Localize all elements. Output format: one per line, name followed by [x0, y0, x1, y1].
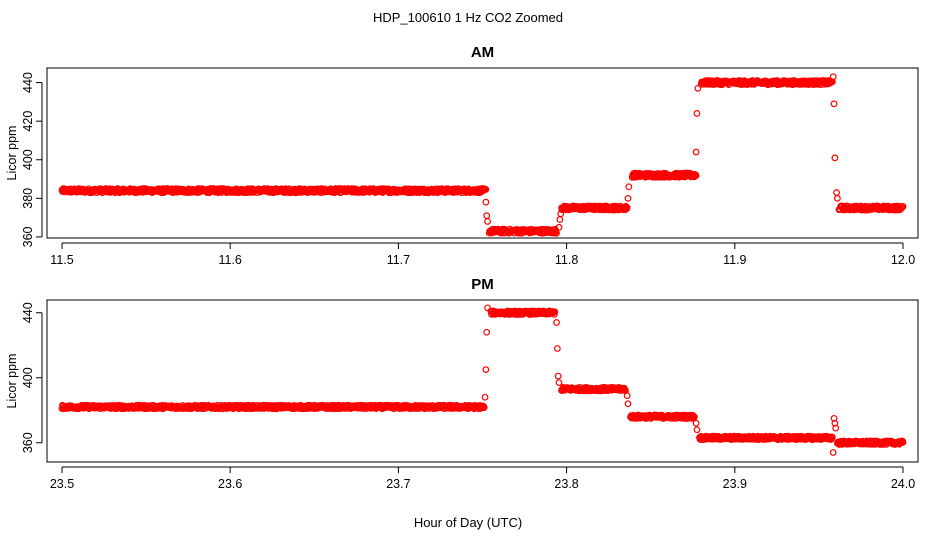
segment-0	[58, 185, 490, 197]
data-point	[554, 372, 562, 380]
x-tick-label: 23.6	[218, 477, 242, 491]
main-title: HDP_100610 1 Hz CO2 Zoomed	[372, 10, 564, 25]
data-point	[832, 424, 840, 432]
segment-1	[487, 307, 559, 318]
data-point	[623, 204, 631, 211]
transition-points	[482, 73, 841, 231]
x-tick-label: 11.9	[723, 253, 746, 267]
data-point	[694, 84, 702, 92]
data-point	[831, 419, 839, 427]
x-tick-label: 23.9	[723, 477, 747, 491]
y-axis-label: Licor ppm	[5, 354, 19, 409]
data-point	[899, 438, 907, 446]
x-tick-label: 12.0	[891, 253, 915, 267]
y-tick-label: 380	[21, 188, 35, 209]
data-point	[830, 414, 838, 422]
data-point	[691, 413, 698, 421]
data-point	[692, 419, 700, 427]
y-axis-label: Licor ppm	[5, 126, 19, 181]
data-point	[555, 379, 563, 387]
y-tick-label: 440	[21, 302, 35, 323]
data-point	[555, 223, 563, 231]
pm-panel: PM Licor ppm 23.5 23.6 23.7 23.8 23.9 24.0 360 40…	[5, 276, 919, 491]
plot-frame	[46, 67, 919, 239]
transition-points	[481, 304, 840, 456]
y-tick-label: 420	[21, 111, 35, 132]
data-point	[833, 189, 840, 196]
plot-frame	[46, 299, 919, 463]
x-tick-label: 24.0	[891, 477, 915, 491]
x-tick-label: 23.7	[386, 477, 410, 491]
segment-5	[834, 437, 907, 448]
x-tick-label: 11.5	[50, 253, 73, 267]
data-point	[830, 100, 838, 108]
x-tick-label: 11.7	[387, 253, 410, 267]
data-point	[899, 203, 907, 210]
data-point	[483, 328, 491, 336]
y-tick-label: 360	[21, 226, 35, 247]
data-point	[553, 229, 560, 237]
data-series	[58, 304, 907, 456]
data-point	[693, 110, 701, 117]
data-point	[483, 212, 491, 220]
data-point	[829, 73, 837, 81]
data-point	[834, 194, 841, 202]
data-point	[481, 393, 489, 401]
data-point	[693, 426, 701, 434]
data-point	[623, 392, 631, 400]
segment-4	[697, 77, 836, 89]
x-axis-label: Hour of Day (UTC)	[413, 515, 523, 530]
data-point	[624, 400, 632, 408]
x-tick-label: 23.8	[554, 477, 578, 491]
x-tick-label: 11.8	[555, 253, 578, 267]
segment-0	[58, 401, 488, 413]
panel-title: AM	[471, 44, 494, 61]
segment-2	[558, 383, 629, 395]
data-point	[556, 216, 564, 223]
data-point	[829, 449, 837, 456]
segment-5	[835, 202, 907, 214]
segment-2	[558, 202, 631, 214]
data-point	[557, 210, 565, 218]
data-point	[553, 345, 561, 352]
data-point	[553, 319, 560, 326]
data-point	[551, 308, 559, 316]
segment-3	[627, 411, 698, 422]
data-point	[831, 154, 839, 162]
data-point	[480, 404, 488, 411]
data-point	[484, 304, 491, 312]
data-point	[624, 194, 632, 202]
data-point	[482, 186, 490, 193]
data-point	[484, 218, 491, 225]
y-tick-label: 400	[21, 367, 35, 388]
am-panel: AM Licor ppm 11.5 11.6 11.7 11.8 11.9 12.0 360 38…	[5, 44, 919, 267]
y-tick-label: 400	[21, 149, 35, 170]
x-tick-label: 11.6	[218, 253, 241, 267]
x-tick-label: 23.5	[50, 477, 74, 491]
data-point	[692, 172, 700, 179]
segment-3	[628, 169, 700, 181]
y-tick-label: 440	[21, 72, 35, 93]
data-point	[828, 433, 836, 441]
panel-title: PM	[471, 276, 494, 293]
data-point	[482, 198, 490, 206]
segment-4	[696, 432, 836, 444]
y-tick-label: 360	[21, 432, 35, 453]
data-point	[692, 148, 700, 156]
data-point	[482, 366, 490, 374]
data-series	[58, 73, 907, 237]
data-point	[550, 310, 558, 318]
data-point	[625, 183, 633, 191]
segment-1	[485, 225, 560, 237]
